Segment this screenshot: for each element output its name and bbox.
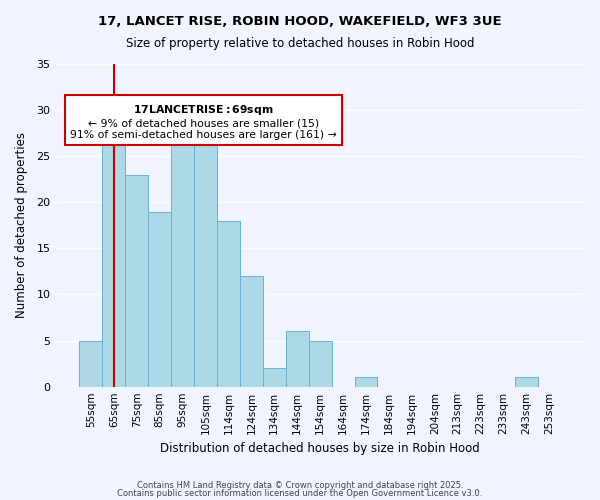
Text: Size of property relative to detached houses in Robin Hood: Size of property relative to detached ho…	[126, 38, 474, 51]
X-axis label: Distribution of detached houses by size in Robin Hood: Distribution of detached houses by size …	[160, 442, 480, 455]
Text: Contains public sector information licensed under the Open Government Licence v3: Contains public sector information licen…	[118, 488, 482, 498]
Bar	[125, 174, 148, 386]
Bar	[194, 138, 217, 386]
Text: $\bf{17 LANCET RISE: 69sqm}$
← 9% of detached houses are smaller (15)
91% of sem: $\bf{17 LANCET RISE: 69sqm}$ ← 9% of det…	[70, 102, 337, 140]
Bar	[103, 120, 125, 386]
Y-axis label: Number of detached properties: Number of detached properties	[15, 132, 28, 318]
Bar	[286, 332, 308, 386]
Bar	[79, 340, 103, 386]
Bar	[148, 212, 171, 386]
Text: 17, LANCET RISE, ROBIN HOOD, WAKEFIELD, WF3 3UE: 17, LANCET RISE, ROBIN HOOD, WAKEFIELD, …	[98, 15, 502, 28]
Text: Contains HM Land Registry data © Crown copyright and database right 2025.: Contains HM Land Registry data © Crown c…	[137, 481, 463, 490]
Bar	[515, 378, 538, 386]
Bar	[355, 378, 377, 386]
Bar	[217, 220, 240, 386]
Bar	[308, 340, 332, 386]
Bar	[263, 368, 286, 386]
Bar	[171, 120, 194, 386]
Bar	[240, 276, 263, 386]
